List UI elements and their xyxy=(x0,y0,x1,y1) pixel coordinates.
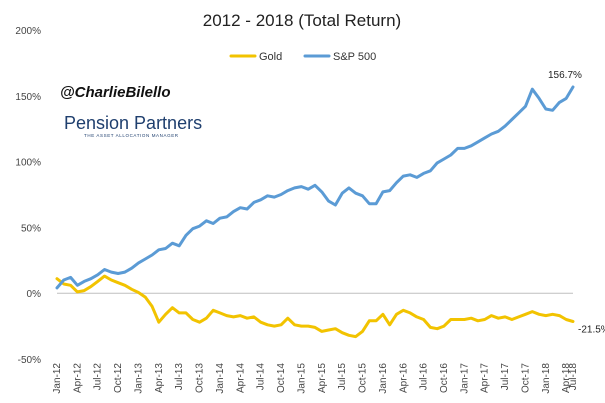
x-tick-label: Jan-17 xyxy=(459,363,470,394)
x-tick-label: Jan-12 xyxy=(52,363,63,394)
y-tick-label: 50% xyxy=(21,223,41,234)
x-tick-label: Apr-17 xyxy=(480,363,491,393)
x-tick-label: Apr-14 xyxy=(235,363,246,393)
sp500-end-label: 156.7% xyxy=(548,70,582,81)
x-tick-label: Jul-14 xyxy=(256,363,267,391)
legend-sp500-label: S&P 500 xyxy=(333,51,376,63)
x-tick-label: Oct-12 xyxy=(113,363,124,393)
twitter-handle-annotation: @CharlieBilello xyxy=(60,84,171,101)
chart-title: 2012 - 2018 (Total Return) xyxy=(203,11,401,30)
x-tick-label: Apr-13 xyxy=(154,363,165,393)
x-tick-label: Jul-13 xyxy=(174,363,185,391)
x-tick-label: Jan-18 xyxy=(541,363,552,394)
y-tick-label: 0% xyxy=(27,289,42,300)
x-tick-label: Oct-15 xyxy=(358,363,369,393)
x-tick-label: Apr-15 xyxy=(317,363,328,393)
x-axis: Jan-12 Apr-12 Jul-12 Oct-12 Jan-13 Apr-13 Jul-… xyxy=(52,292,579,394)
x-tick-label: Apr-16 xyxy=(398,363,409,393)
x-tick-label: Oct-17 xyxy=(520,363,531,393)
brand-name: Pension Partners xyxy=(64,113,202,133)
x-tick-label: Apr-18 xyxy=(561,363,572,393)
y-tick-label: 150% xyxy=(15,92,41,103)
y-axis: -50% 0% 50% 100% 150% 200% xyxy=(15,26,41,366)
pension-partners-logo: Pension Partners THE ASSET ALLOCATION MA… xyxy=(64,113,202,138)
series-line-sp500 xyxy=(55,85,575,290)
x-tick-label: Jan-16 xyxy=(378,363,389,394)
x-tick-label: Apr-12 xyxy=(72,363,83,393)
y-tick-label: -50% xyxy=(18,355,41,366)
x-tick-label: Oct-16 xyxy=(439,363,450,393)
y-tick-label: 100% xyxy=(15,158,41,169)
x-tick-label: Jul-18 xyxy=(568,363,579,391)
x-tick-label: Jul-16 xyxy=(419,363,430,391)
gold-end-label: -21.5% xyxy=(578,324,605,335)
x-tick-label: Oct-13 xyxy=(195,363,206,393)
x-tick-label: Jul-15 xyxy=(337,363,348,391)
x-tick-label: Jan-14 xyxy=(215,363,226,394)
x-tick-label: Jul-12 xyxy=(93,363,104,391)
legend-gold-label: Gold xyxy=(259,51,282,63)
legend: Gold S&P 500 xyxy=(229,51,376,63)
brand-tagline: THE ASSET ALLOCATION MANAGER xyxy=(84,133,179,138)
series-line-gold xyxy=(55,274,575,339)
series-lines xyxy=(55,85,575,339)
x-tick-label: Jan-15 xyxy=(296,363,307,394)
x-tick-label: Oct-14 xyxy=(276,363,287,393)
x-tick-label: Jul-17 xyxy=(500,363,511,391)
end-labels: 156.7% -21.5% xyxy=(548,70,605,336)
x-tick-label: Jan-13 xyxy=(133,363,144,394)
y-tick-label: 200% xyxy=(15,26,41,37)
